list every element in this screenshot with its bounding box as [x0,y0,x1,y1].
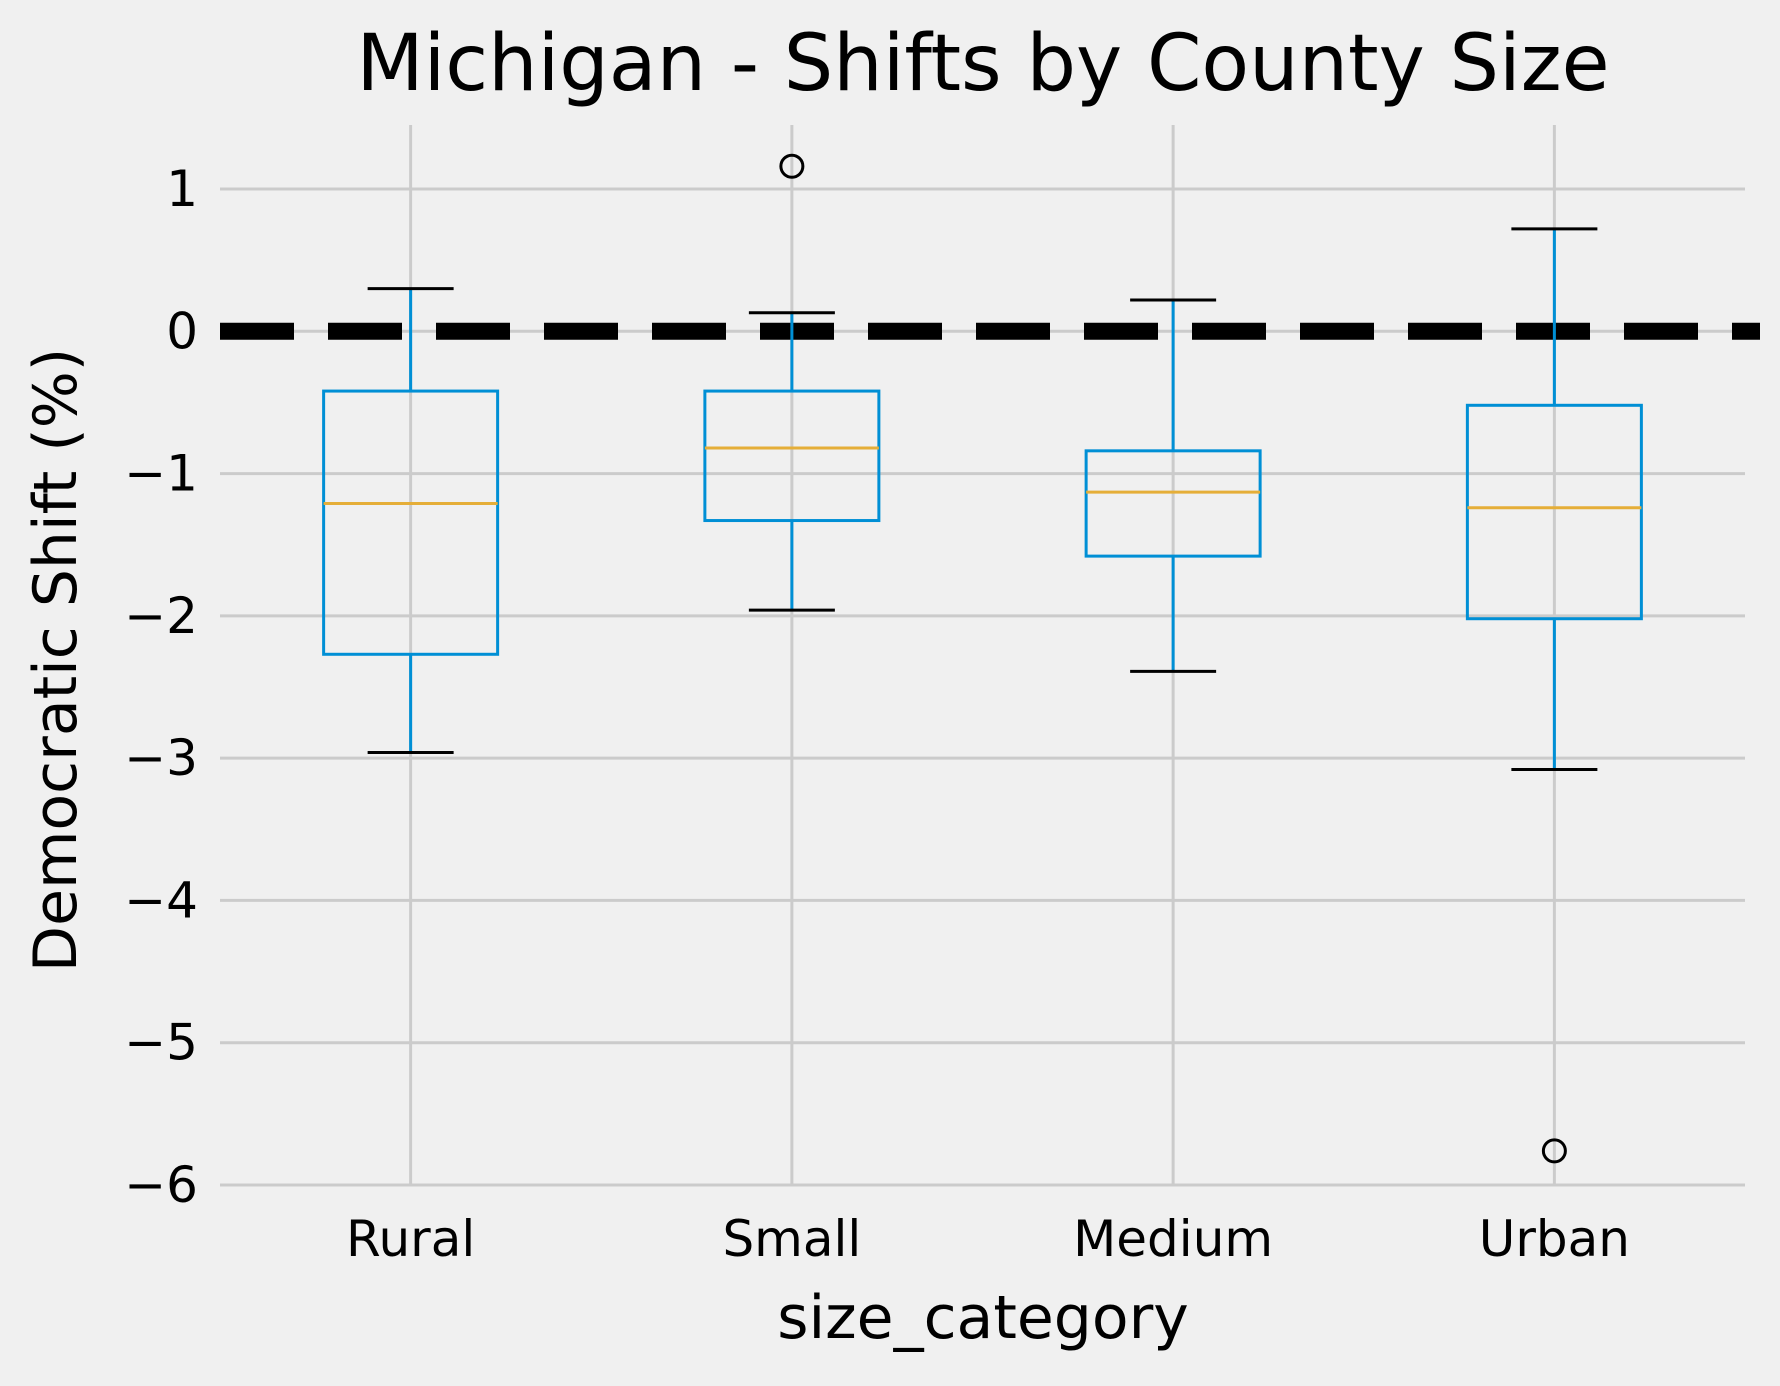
x-tick-label: Rural [346,1210,475,1268]
iqr-box [322,389,500,656]
outlier-point [1541,1138,1567,1164]
box-medium [1084,298,1262,673]
y-tick-label: −2 [124,587,198,645]
boxes [322,153,1643,1164]
box-rural [322,287,500,754]
x-tick-label: Medium [1073,1210,1273,1268]
x-axis-label: size_category [777,1283,1189,1353]
y-tick-label: 1 [166,160,198,218]
y-tick-label: −4 [124,871,198,929]
y-tick-label: −1 [124,445,198,503]
x-tick-label: Small [722,1210,861,1268]
iqr-box [703,389,881,523]
iqr-box [1084,449,1262,558]
x-tick-label: Urban [1479,1210,1630,1268]
y-tick-label: −3 [124,729,198,787]
y-tick-label: 0 [166,302,198,360]
y-tick-label: −5 [124,1014,198,1072]
iqr-box [1465,403,1643,621]
y-axis-label: Democratic Shift (%) [21,348,91,972]
outlier-point [779,153,805,179]
y-tick-label: −6 [124,1156,198,1214]
box-urban [1465,227,1643,1164]
y-tick-labels: 1 0 −1 −2 −3 −4 −5 −6 [124,160,198,1214]
chart-title: Michigan - Shifts by County Size [356,19,1609,109]
x-tick-labels: Rural Small Medium Urban [346,1210,1630,1268]
box-small [703,153,881,612]
